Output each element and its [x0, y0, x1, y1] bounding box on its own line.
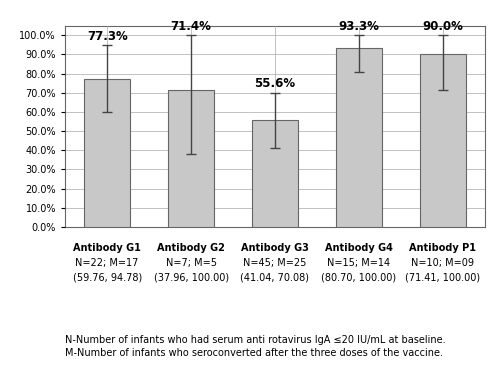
Text: N=15; M=14: N=15; M=14 — [328, 258, 390, 268]
Text: 90.0%: 90.0% — [422, 20, 464, 33]
Text: N=22; M=17: N=22; M=17 — [76, 258, 139, 268]
Text: Antibody G2: Antibody G2 — [157, 243, 225, 253]
Text: (71.41, 100.00): (71.41, 100.00) — [406, 272, 480, 282]
Text: Antibody G4: Antibody G4 — [325, 243, 393, 253]
Text: (59.76, 94.78): (59.76, 94.78) — [72, 272, 142, 282]
Text: (41.04, 70.08): (41.04, 70.08) — [240, 272, 310, 282]
Text: 55.6%: 55.6% — [254, 77, 296, 90]
Text: (80.70, 100.00): (80.70, 100.00) — [322, 272, 396, 282]
Bar — [336, 48, 382, 227]
Text: N=7; M=5: N=7; M=5 — [166, 258, 216, 268]
Bar — [420, 55, 466, 227]
Text: N-Number of infants who had serum anti rotavirus IgA ≤20 IU/mL at baseline.: N-Number of infants who had serum anti r… — [65, 335, 446, 345]
Text: M-Number of infants who seroconverted after the three doses of the vaccine.: M-Number of infants who seroconverted af… — [65, 348, 443, 358]
Bar — [252, 120, 298, 227]
Bar — [168, 90, 214, 227]
Text: N=45; M=25: N=45; M=25 — [244, 258, 306, 268]
Text: Antibody P1: Antibody P1 — [410, 243, 476, 253]
Text: N=10; M=09: N=10; M=09 — [412, 258, 474, 268]
Text: 93.3%: 93.3% — [338, 20, 380, 33]
Text: 77.3%: 77.3% — [87, 30, 128, 43]
Text: Antibody G1: Antibody G1 — [73, 243, 141, 253]
Text: 71.4%: 71.4% — [170, 20, 211, 33]
Text: Antibody G3: Antibody G3 — [241, 243, 309, 253]
Bar — [84, 79, 130, 227]
Text: (37.96, 100.00): (37.96, 100.00) — [154, 272, 228, 282]
